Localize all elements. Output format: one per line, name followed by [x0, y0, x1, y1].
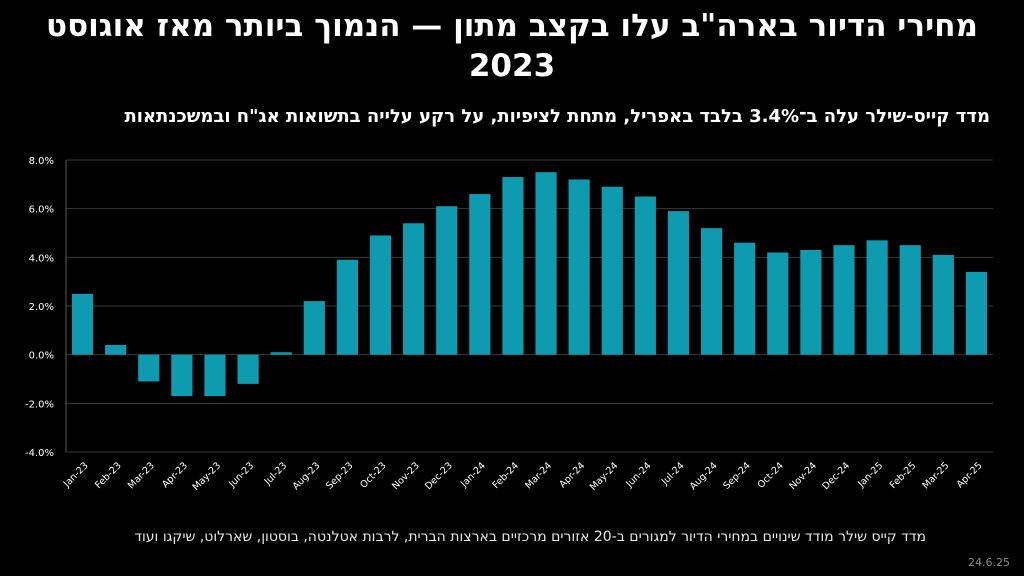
x-tick-label: Nov-24: [787, 460, 819, 492]
bar: [237, 354, 259, 384]
y-tick-label: 2.0%: [29, 302, 54, 313]
x-tick-label: Aug-23: [291, 460, 323, 492]
bar: [270, 352, 292, 355]
bar: [932, 254, 954, 355]
bar: [965, 271, 988, 355]
x-tick-label: Apr-24: [557, 460, 587, 490]
x-tick-label: Feb-25: [888, 460, 919, 491]
publish-date: 24.6.25: [968, 556, 1010, 569]
bar: [800, 250, 822, 355]
x-tick-label: Jun-24: [624, 460, 654, 490]
x-tick-label: Jul-23: [262, 460, 290, 488]
y-tick-label: 8.0%: [29, 156, 54, 167]
x-tick-label: Apr-25: [955, 460, 985, 490]
y-tick-label: 4.0%: [29, 253, 54, 264]
page-title: מחירי הדיור בארה"ב עלו בקצב מתון — הנמוך…: [46, 8, 978, 84]
bar: [700, 228, 723, 355]
bar: [568, 179, 590, 355]
bar: [535, 172, 557, 355]
bar: [369, 235, 392, 355]
x-axis-labels: Jan-23 Feb-23 Mar-23 Apr-23 May-23 Jun-23 Jul-…: [61, 460, 985, 493]
y-tick-label: 0.0%: [29, 351, 54, 362]
x-tick-label: Oct-23: [358, 460, 388, 490]
bar: [502, 177, 524, 355]
x-tick-label: Jun-23: [226, 460, 256, 490]
x-tick-label: Sep-24: [721, 460, 752, 491]
bars: [71, 172, 988, 397]
bar: [303, 301, 325, 355]
x-tick-label: Mar-25: [920, 460, 951, 491]
x-tick-label: Jan-23: [61, 460, 91, 490]
y-axis: -4.0% -2.0% 0.0% 2.0% 4.0% 6.0% 8.0%: [25, 156, 67, 459]
bar: [601, 186, 623, 355]
bar: [336, 259, 359, 355]
x-tick-label: Jan-24: [458, 460, 488, 490]
x-tick-label: Nov-23: [390, 460, 422, 492]
bar: [899, 245, 921, 355]
x-tick-label: Jul-24: [659, 460, 687, 488]
bar: [667, 211, 690, 355]
x-tick-label: Apr-23: [160, 460, 190, 490]
bar: [634, 196, 656, 355]
bar: [204, 354, 226, 397]
page-subtitle: מדד קייס-שילר עלה ב־3.4% בלבד באפריל, מת…: [124, 106, 990, 127]
x-tick-label: Dec-24: [820, 460, 852, 492]
bar: [403, 223, 425, 355]
bar: [734, 242, 756, 355]
y-tick-label: 6.0%: [29, 205, 54, 216]
x-tick-label: Oct-24: [756, 460, 786, 490]
bar: [171, 354, 193, 397]
x-tick-label: Feb-23: [93, 460, 124, 491]
bar: [767, 252, 789, 355]
y-tick-label: -4.0%: [25, 448, 54, 459]
x-tick-label: Dec-23: [423, 460, 455, 492]
bar: [105, 344, 127, 355]
bar: [71, 293, 94, 355]
x-tick-label: May-23: [191, 460, 224, 493]
x-tick-label: Mar-23: [126, 460, 157, 491]
x-tick-label: May-24: [588, 460, 621, 493]
bar: [138, 354, 160, 382]
x-tick-label: Jan-25: [855, 460, 885, 490]
x-tick-label: Sep-23: [324, 460, 355, 491]
bar: [866, 240, 888, 355]
bar: [469, 194, 491, 355]
bar: [833, 245, 855, 355]
y-tick-label: -2.0%: [25, 399, 54, 410]
x-tick-label: Feb-24: [490, 460, 521, 491]
x-tick-label: Aug-24: [688, 460, 720, 492]
x-tick-label: Mar-24: [523, 460, 554, 491]
bar: [436, 206, 458, 355]
footnote: מדד קייס שילר מודד שינויים במחירי הדיור …: [134, 529, 926, 545]
